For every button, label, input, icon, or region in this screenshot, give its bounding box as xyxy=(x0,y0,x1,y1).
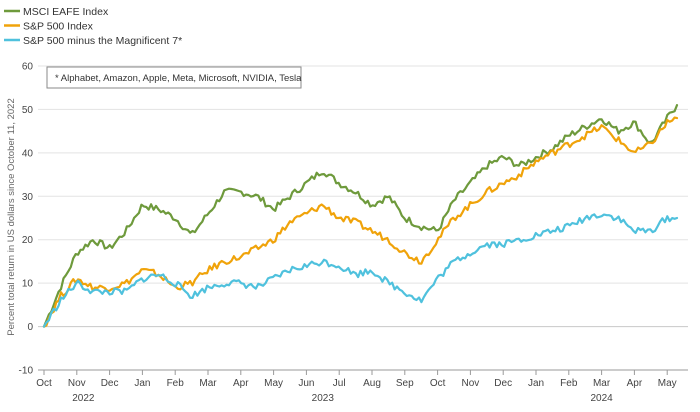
grid-lines xyxy=(38,65,688,371)
x-tick-label: Feb xyxy=(560,378,578,389)
x-year-label: 2022 xyxy=(72,393,95,404)
series-line xyxy=(42,116,679,328)
x-tick-label: Jun xyxy=(298,378,314,389)
legend-label: S&P 500 minus the Magnificent 7* xyxy=(23,35,182,47)
y-tick-label: 0 xyxy=(27,322,33,333)
x-year-label: 2024 xyxy=(590,393,613,404)
y-tick-label: 10 xyxy=(22,279,34,290)
x-tick-label: Apr xyxy=(627,378,643,389)
y-tick-label: 20 xyxy=(22,235,34,246)
x-tick-label: Aug xyxy=(363,378,381,389)
y-tick-label: 40 xyxy=(22,148,34,159)
x-tick-label: Dec xyxy=(494,378,512,389)
series-line xyxy=(42,103,679,328)
y-tick-label: -10 xyxy=(19,366,34,377)
annotation-frame xyxy=(46,66,302,89)
x-tick-label: Jul xyxy=(333,378,346,389)
x-tick-label: Feb xyxy=(167,378,185,389)
legend-label: S&P 500 Index xyxy=(23,21,94,33)
y-axis-title: Percent total return in US dollars since… xyxy=(6,98,17,335)
y-tick-label: 30 xyxy=(22,192,34,203)
x-tick-label: Sep xyxy=(396,378,414,389)
annotation-box: * Alphabet, Amazon, Apple, Meta, Microso… xyxy=(46,66,302,89)
y-tick-label: 60 xyxy=(22,62,34,73)
x-tick-label: May xyxy=(658,378,677,389)
x-tick-label: May xyxy=(264,378,283,389)
x-tick-label: Mar xyxy=(593,378,611,389)
y-axis-ticks: -10 0 10 20 30 40 50 60 xyxy=(19,62,34,377)
legend: MSCI EAFE Index S&P 500 Index S&P 500 minu… xyxy=(4,6,182,47)
x-tick-label: Jan xyxy=(134,378,150,389)
x-tick-label: Mar xyxy=(199,378,217,389)
x-tick-label: Dec xyxy=(101,378,119,389)
x-tick-label: Oct xyxy=(430,378,446,389)
legend-label: MSCI EAFE Index xyxy=(23,6,109,18)
x-tick-label: Nov xyxy=(68,378,86,389)
annotation-text: * Alphabet, Amazon, Apple, Meta, Microso… xyxy=(55,73,302,84)
series-line xyxy=(42,213,679,328)
series-lines xyxy=(42,103,679,328)
x-tick-label: Nov xyxy=(462,378,480,389)
x-tick-label: Apr xyxy=(233,378,249,389)
x-tick-label: Jan xyxy=(528,378,544,389)
x-tick-label: Oct xyxy=(36,378,52,389)
y-tick-label: 50 xyxy=(22,105,34,116)
x-axis-ticks: Oct Nov Dec Jan Feb Mar Apr May Jun Jul Aug Sep Oct N… xyxy=(36,369,688,404)
x-year-label: 2023 xyxy=(312,393,335,404)
